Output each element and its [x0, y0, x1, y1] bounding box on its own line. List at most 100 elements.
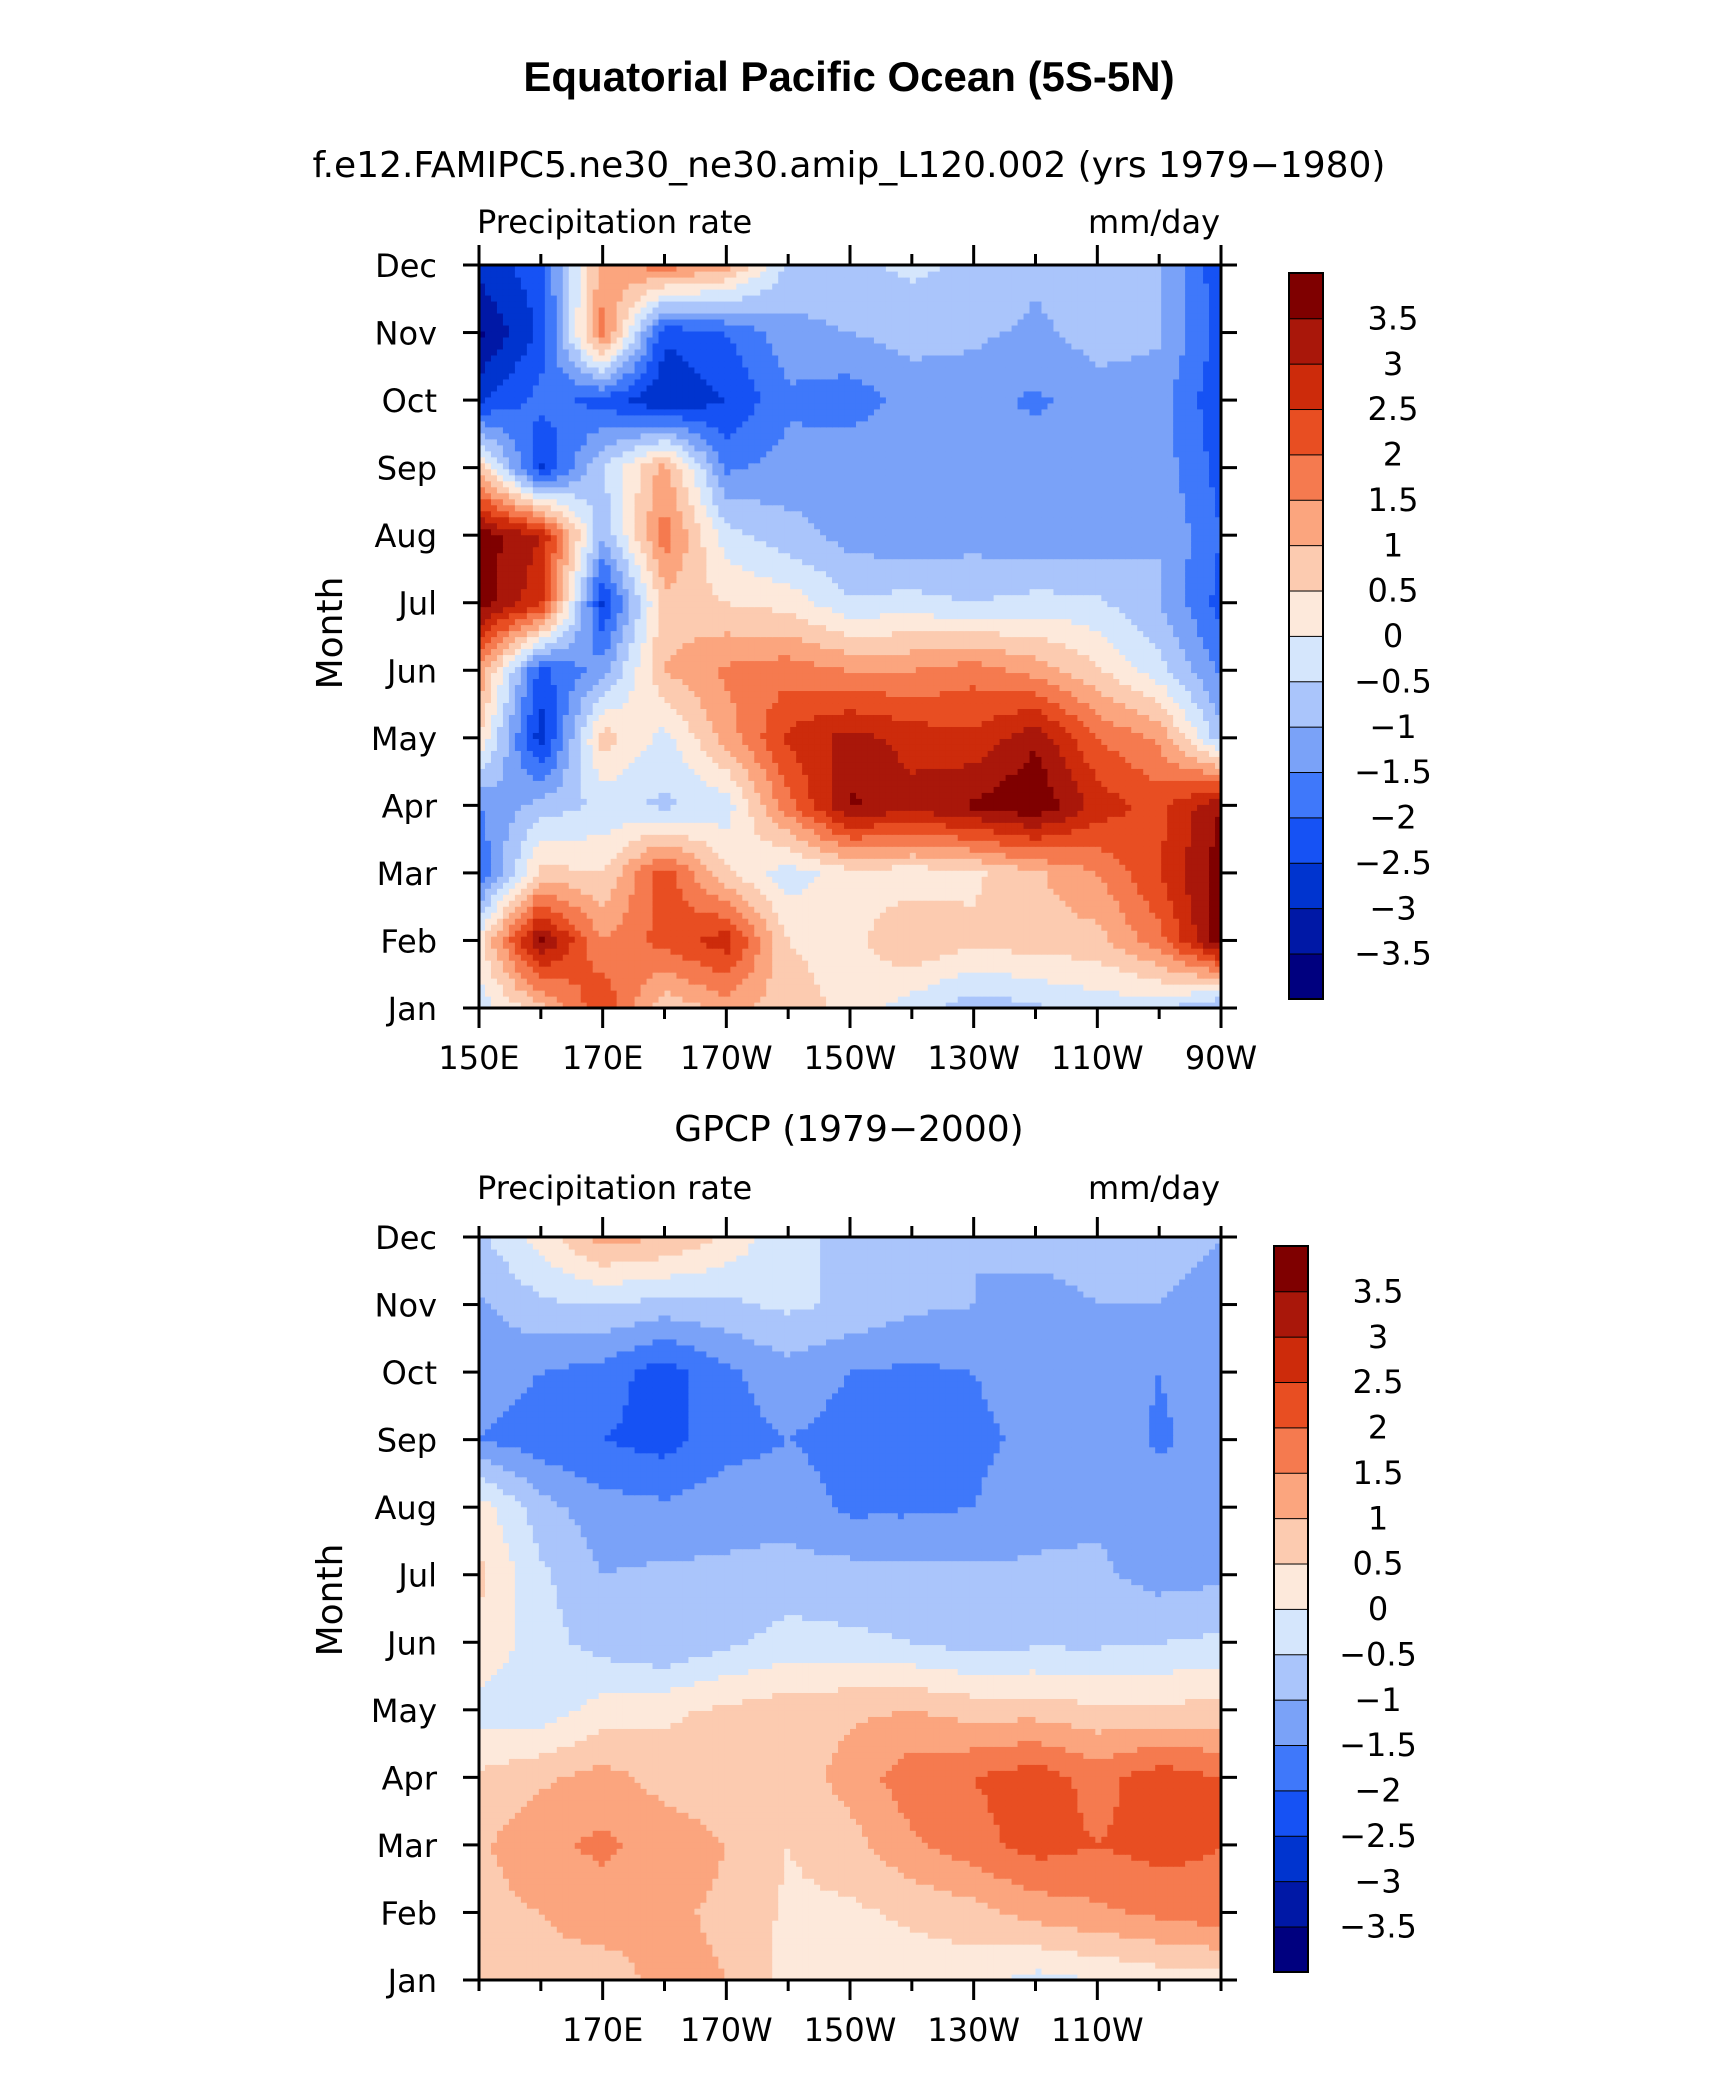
- panel-model-cell: [682, 828, 690, 835]
- panel-model-cell: [634, 804, 642, 811]
- panel-model-cell: [969, 822, 977, 829]
- panel-model-cell: [1047, 900, 1055, 907]
- panel-model-cell: [855, 864, 863, 871]
- panel-model-cell: [987, 792, 995, 799]
- panel-model-cell: [760, 900, 767, 907]
- panel-model-cell: [586, 972, 594, 979]
- panel-model-cell: [969, 900, 977, 907]
- panel-model-cell: [556, 810, 564, 817]
- panel-model-cell: [981, 960, 989, 967]
- panel-model-cell: [664, 816, 672, 823]
- panel-model-cell: [550, 954, 558, 961]
- panel-model-cell: [1119, 972, 1126, 979]
- panel-model-cell: [951, 846, 959, 853]
- panel-model-cell: [796, 840, 803, 847]
- panel-model-cell: [867, 930, 875, 937]
- panel-model-cell: [1173, 834, 1180, 841]
- panel-model-cell: [1035, 978, 1043, 985]
- panel-model-cell: [658, 786, 666, 793]
- panel-model-cell: [778, 810, 785, 817]
- panel-model-cell: [1023, 912, 1031, 919]
- panel-model-cell: [885, 918, 893, 925]
- panel-model-cell: [490, 780, 498, 787]
- panel-model-cell: [586, 876, 594, 883]
- panel-model-cell: [730, 948, 737, 955]
- panel-model-cell: [1185, 810, 1192, 817]
- panel-model-cell: [891, 858, 899, 865]
- panel-model-cell: [682, 858, 690, 865]
- panel-model-cell: [784, 840, 791, 847]
- panel-model-cell: [1185, 924, 1192, 931]
- panel-model-cell: [1143, 876, 1150, 883]
- panel-model-cell: [832, 810, 839, 817]
- panel-model-cell: [1017, 906, 1025, 913]
- panel-model-cell: [808, 918, 815, 925]
- panel-model-cell: [1041, 918, 1049, 925]
- panel-model-cell: [987, 816, 995, 823]
- panel-model-cell: [1167, 894, 1174, 901]
- panel-model-cell: [604, 948, 612, 955]
- panel-model-cell: [1095, 960, 1102, 967]
- panel-model-cell: [490, 960, 498, 967]
- panel-model-cell: [778, 822, 785, 829]
- panel-model-cell: [820, 786, 827, 793]
- panel-model-cell: [999, 954, 1007, 961]
- panel-model-cell: [640, 804, 648, 811]
- panel-model-cell: [993, 918, 1001, 925]
- panel-model-cell: [891, 804, 899, 811]
- panel-model-cell: [897, 954, 905, 961]
- panel-model-cell: [933, 816, 941, 823]
- panel-model-cell: [676, 900, 684, 907]
- panel-model-cell: [532, 840, 540, 847]
- panel-model-cell: [772, 858, 779, 865]
- panel-model-cell: [508, 828, 516, 835]
- panel-model-cell: [915, 948, 923, 955]
- panel-model-cell: [808, 936, 815, 943]
- panel-model-cell: [802, 912, 809, 919]
- panel-model-cell: [664, 792, 672, 799]
- panel-model-cell: [1167, 774, 1174, 781]
- panel-model-cell: [538, 966, 546, 973]
- panel-model-cell: [1095, 912, 1102, 919]
- panel-model-cell: [748, 966, 755, 973]
- panel-model-cell: [945, 876, 953, 883]
- panel-model-cell: [1011, 864, 1019, 871]
- panel-model-cell: [1131, 906, 1138, 913]
- panel-model-cell: [562, 900, 570, 907]
- panel-model-cell: [748, 954, 755, 961]
- panel-model-cell: [1203, 828, 1210, 835]
- panel-model-cell: [957, 900, 965, 907]
- panel-model-cell: [526, 912, 534, 919]
- panel-model-cell: [867, 972, 875, 979]
- panel-model-cell: [682, 948, 690, 955]
- panel-model-cell: [1137, 846, 1144, 853]
- panel-model-cell: [963, 966, 971, 973]
- panel-model-cell: [568, 972, 576, 979]
- panel-model-cell: [652, 876, 660, 883]
- panel-model-cell: [646, 888, 654, 895]
- panel-model-cell: [790, 954, 797, 961]
- panel-model-cell: [730, 960, 737, 967]
- panel-model-cell: [921, 960, 929, 967]
- panel-model-cell: [550, 792, 558, 799]
- panel-model-cell: [1143, 912, 1150, 919]
- panel-model-cell: [814, 774, 821, 781]
- panel-model-cell: [820, 936, 827, 943]
- panel-model-cell: [736, 870, 743, 877]
- panel-model-cell: [544, 1002, 552, 1009]
- panel-model-cell: [1173, 918, 1180, 925]
- panel-model-cell: [520, 966, 528, 973]
- panel-model-cell: [981, 894, 989, 901]
- panel-model-cell: [694, 990, 701, 997]
- panel-model-cell: [790, 900, 797, 907]
- panel-model-cell: [706, 828, 713, 835]
- panel-model-cell: [1167, 768, 1174, 775]
- panel-model-cell: [646, 864, 654, 871]
- panel-model-cell: [1179, 924, 1186, 931]
- panel-model-cell: [933, 810, 941, 817]
- panel-model-cell: [748, 894, 755, 901]
- panel-model-cell: [796, 780, 803, 787]
- panel-model-cell: [891, 780, 899, 787]
- panel-model-cell: [1065, 1002, 1072, 1009]
- panel-model-cell: [832, 876, 839, 883]
